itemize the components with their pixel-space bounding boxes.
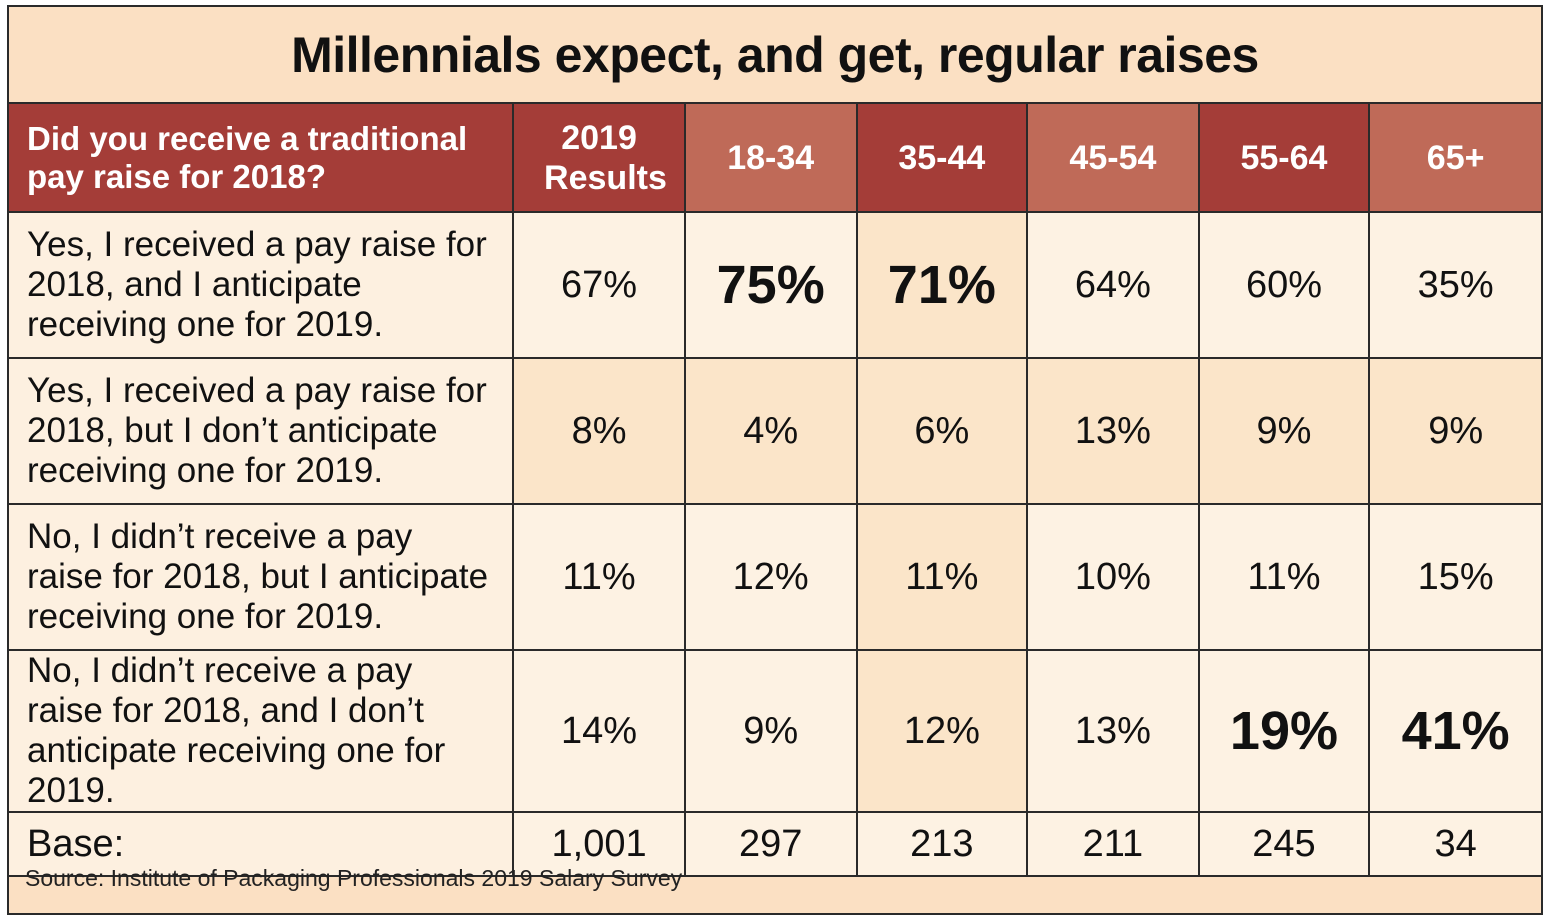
- value-cell: 75%: [683, 211, 858, 359]
- column-header-65-plus: 65+: [1368, 102, 1541, 213]
- column-header-18-34: 18-34: [683, 102, 858, 213]
- value-cell: 10%: [1026, 503, 1200, 651]
- value-cell: 9%: [1197, 357, 1371, 505]
- value-cell: 60%: [1197, 211, 1371, 359]
- base-cell: 297: [683, 811, 858, 877]
- row-label: Yes, I received a pay raise for 2018, an…: [9, 211, 515, 359]
- column-header-55-64: 55-64: [1197, 102, 1371, 213]
- value-cell: 12%: [683, 503, 858, 651]
- value-cell: 8%: [512, 357, 686, 505]
- value-cell: 64%: [1026, 211, 1200, 359]
- row-label: No, I didn’t receive a pay raise for 201…: [9, 503, 515, 651]
- chart-title: Millennials expect, and get, regular rai…: [291, 26, 1259, 83]
- table-row: Yes, I received a pay raise for 2018, an…: [9, 211, 1541, 359]
- value-cell: 71%: [855, 211, 1029, 359]
- value-cell: 9%: [683, 649, 858, 813]
- value-cell: 9%: [1368, 357, 1541, 505]
- base-cell: 211: [1026, 811, 1200, 877]
- base-cell: 245: [1197, 811, 1371, 877]
- value-cell: 19%: [1197, 649, 1371, 813]
- value-cell: 41%: [1368, 649, 1541, 813]
- value-cell: 12%: [855, 649, 1029, 813]
- header-row: Did you receive a traditional pay raise …: [9, 102, 1541, 213]
- value-cell: 11%: [512, 503, 686, 651]
- column-header-label: 2019 Results: [544, 118, 667, 197]
- row-label: Yes, I received a pay raise for 2018, bu…: [9, 357, 515, 505]
- base-cell: 213: [855, 811, 1029, 877]
- value-cell: 11%: [1197, 503, 1371, 651]
- row-label: No, I didn’t receive a pay raise for 201…: [9, 649, 515, 813]
- table-row: No, I didn’t receive a pay raise for 201…: [9, 503, 1541, 651]
- value-cell: 13%: [1026, 649, 1200, 813]
- table-row: No, I didn’t receive a pay raise for 201…: [9, 649, 1541, 813]
- source-note: Source: Institute of Packaging Professio…: [25, 865, 683, 891]
- value-cell: 11%: [855, 503, 1029, 651]
- value-cell: 13%: [1026, 357, 1200, 505]
- base-label: Base:: [9, 811, 515, 877]
- column-header-2019-results: 2019 Results: [512, 102, 686, 213]
- column-header-45-54: 45-54: [1026, 102, 1200, 213]
- value-cell: 35%: [1368, 211, 1541, 359]
- table-frame: Millennials expect, and get, regular rai…: [7, 5, 1543, 915]
- value-cell: 14%: [512, 649, 686, 813]
- results-table: Did you receive a traditional pay raise …: [9, 102, 1541, 877]
- column-header-35-44: 35-44: [855, 102, 1029, 213]
- question-header: Did you receive a traditional pay raise …: [9, 102, 515, 213]
- value-cell: 4%: [683, 357, 858, 505]
- base-row: Base: 1,001 297 213 211 245 34: [9, 811, 1541, 877]
- table-row: Yes, I received a pay raise for 2018, bu…: [9, 357, 1541, 505]
- value-cell: 6%: [855, 357, 1029, 505]
- base-cell: 34: [1368, 811, 1541, 877]
- value-cell: 67%: [512, 211, 686, 359]
- base-cell: 1,001: [512, 811, 686, 877]
- value-cell: 15%: [1368, 503, 1541, 651]
